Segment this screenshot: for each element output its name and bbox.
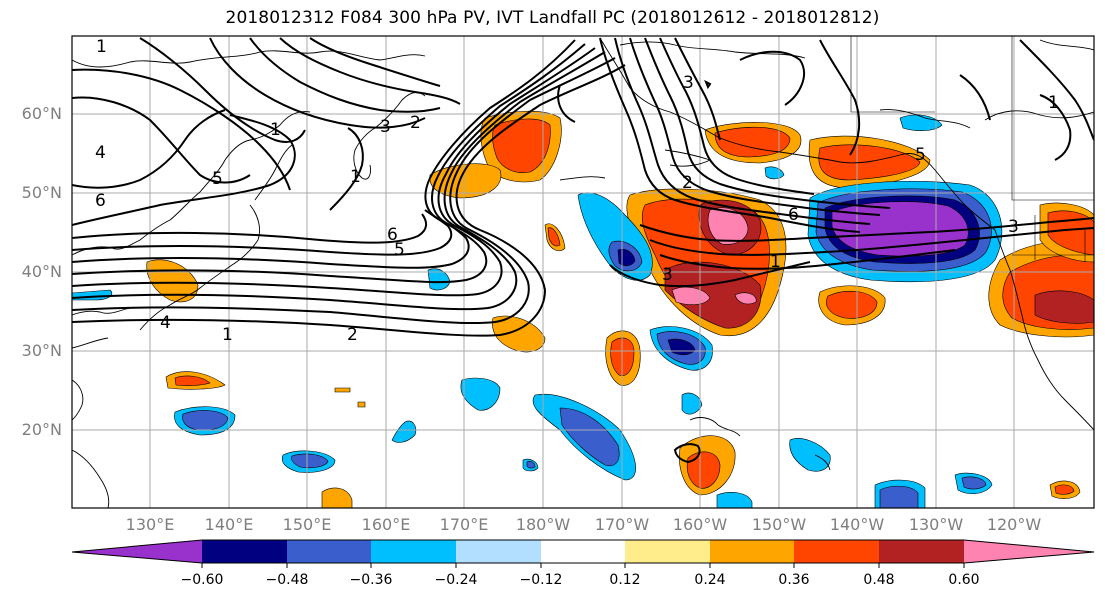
contour-label: 2 (682, 173, 693, 193)
colorbar-swatch (456, 540, 541, 563)
contour-labels: 1 4 6 5 1 3 2 6 5 1 2 3 1 2 6 1 3 3 1 5 … (95, 37, 1059, 345)
negative-anomaly-fill (72, 114, 1003, 508)
lon-label-150w: 150°W (751, 515, 807, 534)
contour-label: 1 (350, 167, 361, 187)
colorbar-tick-label: −0.24 (434, 572, 478, 588)
colorbar-tick-label: 0.48 (863, 572, 895, 588)
contour-label: 6 (788, 205, 799, 225)
contour-label: 1 (1048, 93, 1059, 113)
colorbar-tick-label: 0.24 (694, 572, 726, 588)
lon-label-180w: 180°W (515, 515, 571, 534)
contour-label: 5 (394, 240, 405, 260)
colorbar-tick-label: 0.36 (778, 572, 810, 588)
colorbar-extend-max (964, 540, 1094, 563)
lon-label-170e: 170°E (439, 515, 489, 534)
lat-label-60n: 60°N (21, 104, 62, 123)
colorbar-swatch (371, 540, 456, 563)
contour-label: 6 (387, 225, 398, 245)
colorbar-tick-label: 0.12 (609, 572, 641, 588)
contour-label: 1 (270, 120, 281, 140)
lat-label-40n: 40°N (21, 262, 62, 281)
colorbar-swatch (202, 540, 287, 563)
contour-label: 3 (380, 117, 391, 137)
colorbar-swatch (541, 540, 625, 563)
contour-label: 1 (770, 252, 781, 272)
colorbar-tick-label: −0.12 (519, 572, 563, 588)
colorbar-tick-label: 0.60 (948, 572, 980, 588)
contour-label: 6 (95, 191, 106, 211)
colorbar-tick-label: −0.36 (349, 572, 393, 588)
lon-label-160w: 160°W (672, 515, 728, 534)
lon-label-120w: 120°W (986, 515, 1042, 534)
political-borders (850, 36, 1094, 262)
contour-label: 3 (683, 73, 694, 93)
colorbar-tick-label: −0.48 (265, 572, 309, 588)
lon-label-130w: 130°W (908, 515, 964, 534)
lat-label-20n: 20°N (21, 420, 62, 439)
contour-label: 2 (347, 325, 358, 345)
lat-label-30n: 30°N (21, 341, 62, 360)
contour-label: 4 (95, 143, 106, 163)
lon-label-130e: 130°E (125, 515, 175, 534)
map-title: 2018012312 F084 300 hPa PV, IVT Landfall… (225, 8, 880, 28)
lon-label-140e: 140°E (204, 515, 254, 534)
colorbar (71, 539, 1095, 568)
colorbar-swatch (710, 540, 794, 563)
graticule (72, 36, 1094, 508)
colorbar-tick-label: −0.60 (180, 572, 224, 588)
contour-label: 3 (662, 265, 673, 285)
colorbar-swatch (287, 540, 371, 563)
lon-label-160e: 160°E (361, 515, 411, 534)
colorbar-swatch (794, 540, 879, 563)
contour-label: 1 (222, 325, 233, 345)
lat-label-50n: 50°N (21, 183, 62, 202)
lon-label-150e: 150°E (282, 515, 332, 534)
contour-label: 5 (915, 145, 926, 165)
lon-label-170w: 170°W (594, 515, 650, 534)
map-plot-area: 1 4 6 5 1 3 2 6 5 1 2 3 1 2 6 1 3 3 1 5 … (72, 36, 1094, 508)
colorbar-extend-min (72, 540, 202, 563)
colorbar-swatch (625, 540, 710, 563)
colorbar-swatch (879, 540, 964, 563)
contour-label: 3 (1008, 217, 1019, 237)
lon-label-140w: 140°W (829, 515, 885, 534)
contour-label: 4 (160, 313, 171, 333)
contour-label: 2 (410, 113, 421, 133)
contour-label: 5 (212, 169, 223, 189)
contour-label: 1 (96, 37, 107, 57)
pv-contours (72, 37, 1094, 464)
map-frame (71, 35, 1095, 509)
